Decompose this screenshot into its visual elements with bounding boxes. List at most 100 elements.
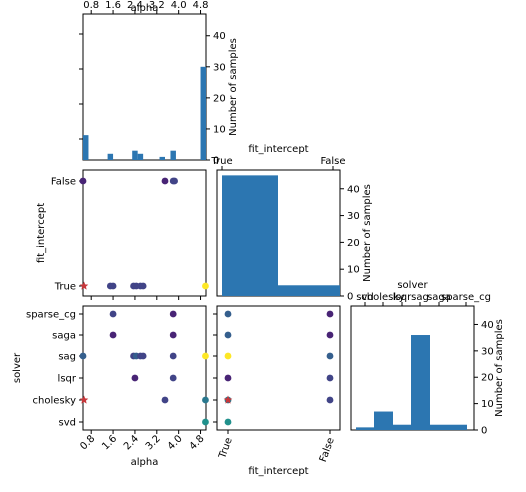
fit-intercept-bottom-tick-label: True — [217, 436, 235, 461]
alpha-vs-solver-frame — [82, 305, 207, 431]
solver-hist-ytick-label: 0 — [481, 426, 487, 437]
solver-hist-ytick-label: 10 — [481, 399, 494, 410]
solver-top-tick-label: sparse_cg — [441, 292, 491, 303]
alpha-bottom-tick-label: 0.8 — [78, 433, 97, 452]
alpha-fit-intercept-point — [139, 282, 147, 290]
fit-intercept-histogram-bar — [278, 285, 340, 296]
solver-histogram-bar — [356, 427, 374, 430]
solver-histogram-bar — [448, 424, 467, 430]
fit-intercept-top-axis-title: fit_intercept — [248, 144, 308, 155]
alpha-hist-ytick-label: 0 — [213, 156, 219, 167]
alpha-histogram-bar — [83, 135, 89, 160]
alpha-solver-point — [169, 310, 177, 318]
alpha-solver-point — [169, 331, 177, 339]
alpha-solver-point — [169, 374, 177, 382]
alpha-top-tick-label: 4.0 — [171, 0, 187, 11]
fit-intercept-solver-point — [326, 352, 334, 360]
alpha-solver-point — [131, 374, 139, 382]
fit-intercept-solver-point — [224, 331, 232, 339]
alpha-bottom-tick-label: 1.6 — [100, 433, 119, 452]
alpha-solver-point — [169, 352, 177, 360]
alpha-hist-ylabel: Number of samples — [228, 38, 239, 136]
alpha-histogram-bar — [159, 156, 165, 160]
solver-histogram-bar — [393, 424, 411, 430]
solver-histogram-bar — [411, 335, 430, 430]
solver-histogram-bar — [374, 411, 393, 430]
alpha-histogram-bar — [200, 66, 206, 160]
alpha-top-axis-title: alpha — [131, 3, 159, 14]
fit-intercept-top-tick-label: False — [320, 156, 345, 167]
alpha-fit-intercept-point — [171, 177, 178, 185]
alpha-fit-intercept-point — [109, 282, 117, 290]
fit-intercept-solver-point — [326, 374, 334, 382]
fit-intercept-solver-point — [224, 352, 232, 360]
alpha-fit-intercept-point — [161, 177, 169, 185]
solver-top-tick-label: lsqr — [393, 292, 412, 303]
solver-ytick-label: sparse_cg — [26, 310, 76, 321]
alpha-solver-point — [202, 352, 209, 360]
solver-hist-ytick-label: 40 — [481, 320, 494, 331]
alpha-vs-fit-intercept-frame — [82, 169, 207, 297]
alpha-top-tick-label: 1.6 — [105, 0, 121, 11]
solver-hist-ylabel: Number of samples — [494, 319, 505, 417]
fit-intercept-ytick-label: False — [51, 177, 76, 188]
solver-ytick-label: cholesky — [33, 396, 77, 407]
fit-intercept-hist-ytick-label: 0 — [347, 292, 353, 303]
fit-intercept-hist-ytick-label: 30 — [347, 211, 360, 222]
alpha-solver-point — [139, 352, 147, 360]
alpha-histogram-bar — [137, 153, 144, 160]
fit-intercept-solver-point — [326, 310, 334, 318]
solver-ytick-label: svd — [59, 418, 76, 429]
best-point-star — [223, 395, 233, 404]
alpha-solver-point — [109, 310, 117, 318]
alpha-hist-ytick-label: 40 — [213, 31, 226, 42]
solver-top-tick-label: saga — [427, 292, 451, 303]
best-point-star — [79, 395, 89, 404]
fit-intercept-hist-ytick-label: 20 — [347, 238, 360, 249]
best-point-star — [79, 281, 89, 290]
alpha-histogram-bar — [132, 150, 138, 160]
alpha-histogram-bar — [170, 150, 176, 160]
alpha-hist-ytick-label: 10 — [213, 124, 226, 135]
solver-ytick-label: lsqr — [58, 374, 77, 385]
panel-frames — [79, 10, 478, 434]
alpha-top-tick-label: 2.4 — [127, 0, 143, 11]
alpha-bottom-tick-label: 3.2 — [144, 433, 163, 452]
fit-intercept-bottom-tick-label: False — [318, 436, 337, 463]
solver-ytick-label: saga — [52, 331, 76, 342]
alpha-bottom-tick-label: 4.0 — [166, 433, 185, 452]
alpha-solver-point — [202, 418, 209, 426]
solver-top-axis-title: solver — [397, 280, 428, 291]
fit-intercept-solver-point — [224, 310, 232, 318]
fit-intercept-solver-point — [326, 331, 334, 339]
solver-hist-ytick-label: 20 — [481, 373, 494, 384]
alpha-bottom-tick-label: 4.8 — [188, 433, 207, 452]
alpha-fit-intercept-point — [79, 177, 87, 185]
chart-marks — [79, 66, 467, 430]
fit-intercept-ytick-label: True — [54, 282, 76, 293]
solver-top-tick-label: sag — [411, 292, 429, 303]
alpha-histogram-bar — [107, 153, 114, 160]
fit-intercept-hist-ytick-label: 40 — [347, 184, 360, 195]
solver-ylabel: solver — [12, 352, 23, 383]
solver-histogram-bar — [430, 424, 448, 430]
solver-top-tick-label: cholesky — [361, 292, 405, 303]
solver-top-tick-label: svd — [356, 292, 373, 303]
fit-intercept-histogram-bar — [222, 175, 278, 296]
alpha-solver-point — [79, 352, 87, 360]
fit-intercept-solver-point — [326, 396, 334, 404]
alpha-hist-ytick-label: 30 — [213, 62, 226, 73]
alpha-solver-point — [109, 331, 117, 339]
fit-intercept-hist-ytick-label: 10 — [347, 265, 360, 276]
alpha-solver-point — [161, 396, 169, 404]
fit-intercept-hist-ylabel: Number of samples — [362, 184, 373, 282]
alpha-histogram-frame — [82, 13, 207, 161]
alpha-top-tick-label: 0.8 — [83, 0, 99, 11]
alpha-hist-ytick-label: 20 — [213, 93, 226, 104]
solver-hist-ytick-label: 30 — [481, 346, 494, 357]
fit-intercept-ylabel: fit_intercept — [36, 203, 47, 263]
alpha-bottom-tick-label: 2.4 — [122, 433, 141, 452]
fit-intercept-top-tick-label: True — [210, 156, 232, 167]
